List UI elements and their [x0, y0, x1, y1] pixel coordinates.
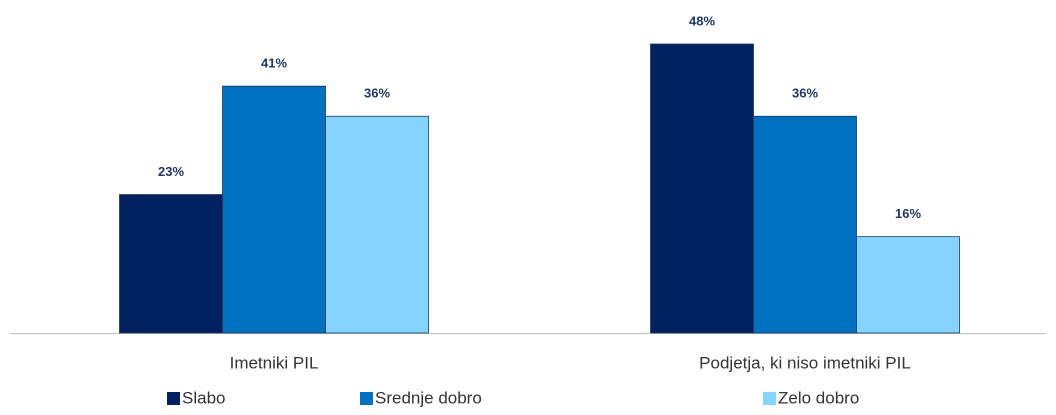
bar [119, 194, 223, 334]
value-label: 23% [158, 164, 184, 179]
value-label: 48% [689, 13, 715, 28]
value-label: 16% [895, 206, 921, 221]
bar [753, 115, 857, 334]
bar [650, 43, 754, 334]
bar [222, 85, 326, 334]
x-tick-label: Podjetja, ki niso imetniki PIL [699, 353, 911, 372]
legend-swatch [360, 392, 373, 405]
bar [325, 115, 429, 334]
x-tick-label: Imetniki PIL [230, 353, 319, 372]
legend-label: Slabo [182, 388, 225, 407]
legend-label: Zelo dobro [778, 388, 859, 407]
legend-label: Srednje dobro [375, 388, 482, 407]
value-label: 36% [792, 86, 818, 101]
value-label: 36% [364, 86, 390, 101]
bar [856, 236, 960, 334]
value-label: 41% [261, 56, 287, 71]
legend-swatch [763, 392, 776, 405]
legend-swatch [167, 392, 180, 405]
